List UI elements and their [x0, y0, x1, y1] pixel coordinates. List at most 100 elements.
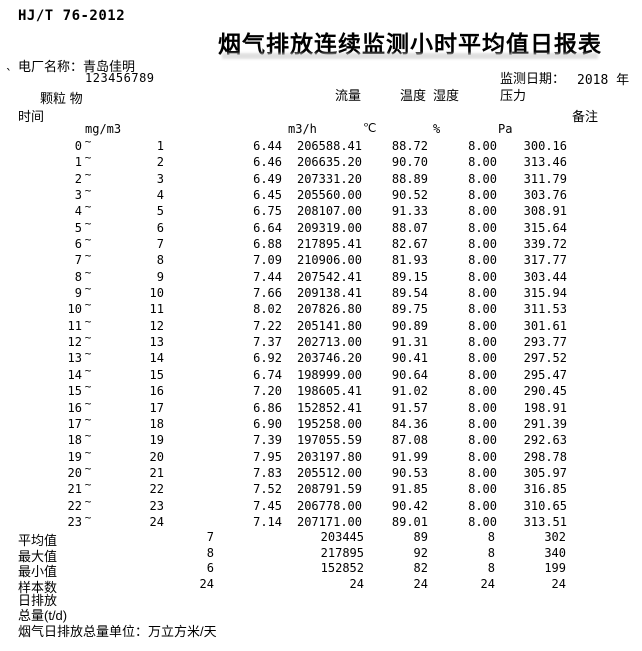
table-row: 10 ~ 11 8.02 207826.80 89.75 8.00 311.53 — [0, 298, 642, 318]
hour-start: 1 — [74, 155, 82, 170]
tilde-mark: ~ — [84, 396, 92, 410]
temperature-value: 88.72 — [391, 139, 428, 153]
dust-value: 7.66 — [253, 286, 282, 301]
dust-value: 6.88 — [253, 237, 282, 252]
summary-humidity-value: 8 — [487, 561, 495, 576]
summary-temperature-value: 89 — [413, 530, 428, 544]
table-row: 16 ~ 17 6.86 152852.41 91.57 8.00 198.91 — [0, 397, 642, 417]
summary-row: 平均值 7 203445 89 8 302 — [0, 530, 642, 548]
plant-name-value: 青岛佳明 — [83, 59, 136, 74]
column-header-time: 时间 — [18, 109, 45, 124]
summary-dust-value: 7 — [206, 530, 214, 544]
daily-emission-label-line1: 日排放 — [18, 592, 58, 608]
pressure-value: 308.91 — [523, 204, 567, 219]
humidity-value: 8.00 — [468, 384, 497, 399]
flow-value: 210906.00 — [296, 253, 362, 268]
flow-value: 197055.59 — [296, 433, 362, 448]
hour-start: 3 — [74, 188, 82, 203]
table-row: 0 ~ 1 6.44 206588.41 88.72 8.00 300.16 — [0, 135, 642, 155]
temperature-value: 91.99 — [391, 449, 428, 464]
pressure-value: 316.85 — [523, 482, 567, 497]
dust-value: 7.14 — [253, 514, 282, 529]
hour-start: 5 — [74, 220, 82, 235]
tilde-mark: ~ — [84, 461, 92, 475]
tilde-mark: ~ — [84, 282, 92, 296]
hour-end: 13 — [149, 335, 164, 350]
table-row: 4 ~ 5 6.75 208107.00 91.33 8.00 308.91 — [0, 200, 642, 220]
unit-temperature: ℃ — [363, 121, 377, 135]
flow-value: 202713.00 — [296, 335, 362, 350]
tilde-mark: ~ — [84, 265, 92, 279]
humidity-value: 8.00 — [468, 139, 497, 153]
flow-value: 206588.41 — [296, 139, 362, 153]
tilde-mark: ~ — [84, 478, 92, 492]
pressure-value: 310.65 — [523, 498, 567, 513]
hour-end: 12 — [149, 318, 164, 333]
flow-value: 207171.00 — [296, 514, 362, 529]
monitor-date-label: 监测日期： — [500, 71, 566, 86]
dust-value: 6.75 — [253, 204, 282, 219]
table-row: 17 ~ 18 6.90 195258.00 84.36 8.00 291.39 — [0, 413, 642, 433]
hour-start: 0 — [74, 139, 82, 153]
pressure-value: 315.94 — [523, 286, 567, 301]
daily-emission-label-line2: 总量(t/d) — [18, 608, 68, 624]
pressure-value: 311.79 — [523, 171, 567, 186]
tilde-mark: ~ — [84, 347, 92, 361]
pressure-value: 301.61 — [523, 318, 567, 333]
flow-value: 206778.00 — [296, 498, 362, 513]
tilde-mark: ~ — [84, 363, 92, 377]
hour-start: 10 — [67, 302, 82, 317]
pressure-value: 339.72 — [523, 237, 567, 252]
dust-value: 6.90 — [253, 416, 282, 431]
table-row: 3 ~ 4 6.45 205560.00 90.52 8.00 303.76 — [0, 184, 642, 204]
humidity-value: 8.00 — [468, 482, 497, 497]
temperature-value: 88.07 — [391, 220, 428, 235]
humidity-value: 8.00 — [468, 188, 497, 203]
flow-value: 198999.00 — [296, 367, 362, 382]
plant-code: 123456789 — [85, 71, 155, 85]
hour-end: 11 — [149, 302, 164, 317]
flow-value: 209138.41 — [296, 286, 362, 301]
pressure-value: 305.97 — [523, 465, 567, 480]
hour-end: 21 — [149, 465, 164, 480]
pressure-value: 317.77 — [523, 253, 567, 268]
unit-flow: m3/h — [288, 122, 317, 136]
table-row: 7 ~ 8 7.09 210906.00 81.93 8.00 317.77 — [0, 249, 642, 269]
hour-end: 4 — [156, 188, 164, 203]
summary-row: 最大值 8 217895 92 8 340 — [0, 545, 642, 564]
summary-pressure-value: 302 — [544, 530, 566, 544]
dust-value: 6.49 — [253, 171, 282, 186]
dust-value: 6.74 — [253, 367, 282, 382]
table-row: 1 ~ 2 6.46 206635.20 90.70 8.00 313.46 — [0, 151, 642, 171]
temperature-value: 81.93 — [391, 253, 428, 268]
tilde-mark: ~ — [84, 249, 92, 263]
summary-label: 平均值 — [18, 533, 58, 548]
plant-name-label: 电厂名称： — [18, 59, 84, 74]
tilde-mark: ~ — [84, 494, 92, 508]
pressure-value: 292.63 — [523, 433, 567, 448]
summary-flow-value: 24 — [349, 577, 364, 592]
column-header-pressure: 压力 — [500, 88, 527, 103]
summary-humidity-value: 8 — [487, 545, 495, 560]
summary-row: 样本数 24 24 24 24 24 — [0, 577, 642, 595]
pressure-value: 300.16 — [523, 139, 567, 153]
dust-value: 7.83 — [253, 465, 282, 480]
table-row: 2 ~ 3 6.49 207331.20 88.89 8.00 311.79 — [0, 168, 642, 188]
table-row: 14 ~ 15 6.74 198999.00 90.64 8.00 295.47 — [0, 364, 642, 384]
table-row: 9 ~ 10 7.66 209138.41 89.54 8.00 315.94 — [0, 282, 642, 302]
temperature-value: 90.64 — [391, 367, 428, 382]
hourly-data-table: 0 ~ 1 6.44 206588.41 88.72 8.00 300.16 1… — [0, 135, 642, 531]
tilde-mark: ~ — [84, 380, 92, 394]
humidity-value: 8.00 — [468, 351, 497, 366]
humidity-value: 8.00 — [468, 433, 497, 448]
hour-start: 15 — [67, 384, 82, 399]
tilde-mark: ~ — [84, 167, 92, 181]
humidity-value: 8.00 — [468, 204, 497, 219]
temperature-value: 91.02 — [391, 384, 428, 399]
hour-start: 19 — [67, 449, 82, 464]
humidity-value: 8.00 — [468, 465, 497, 480]
report-title: 烟气排放连续监测小时平均值日报表 — [218, 31, 602, 57]
dust-value: 6.64 — [253, 220, 282, 235]
temperature-value: 91.57 — [391, 400, 428, 415]
